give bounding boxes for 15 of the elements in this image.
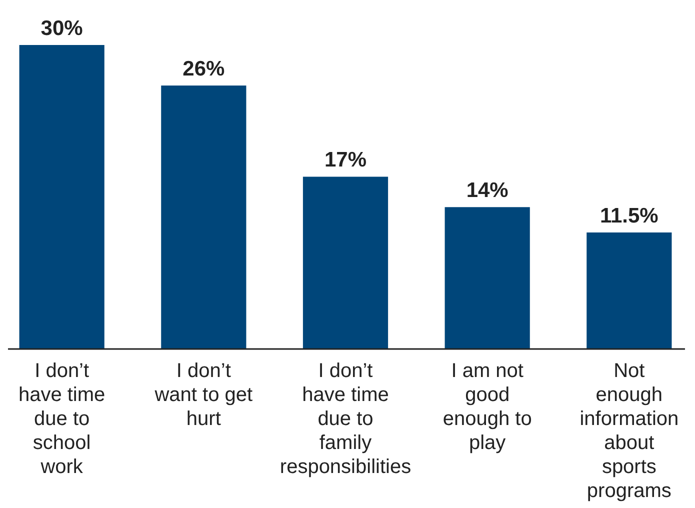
data-label: 26%	[182, 58, 226, 81]
bar	[444, 207, 530, 349]
bar	[586, 232, 672, 349]
data-label: 14%	[466, 179, 509, 202]
bar	[302, 176, 388, 349]
data-label: 11.5%	[600, 204, 659, 228]
bar	[19, 45, 104, 349]
x-tick-label: I don’t have time due to school work	[18, 360, 106, 478]
data-label: 17%	[324, 148, 367, 172]
x-tick-label: I don’t want to get hurt	[154, 360, 254, 430]
data-label: 30%	[40, 17, 84, 40]
x-tick-label: I am not good enough to play	[442, 360, 532, 454]
x-tick-label: I don’t have time due to family responsibilities	[280, 360, 412, 478]
bar	[161, 86, 246, 349]
x-tick-label: Not enough information about sports programs	[580, 360, 679, 502]
